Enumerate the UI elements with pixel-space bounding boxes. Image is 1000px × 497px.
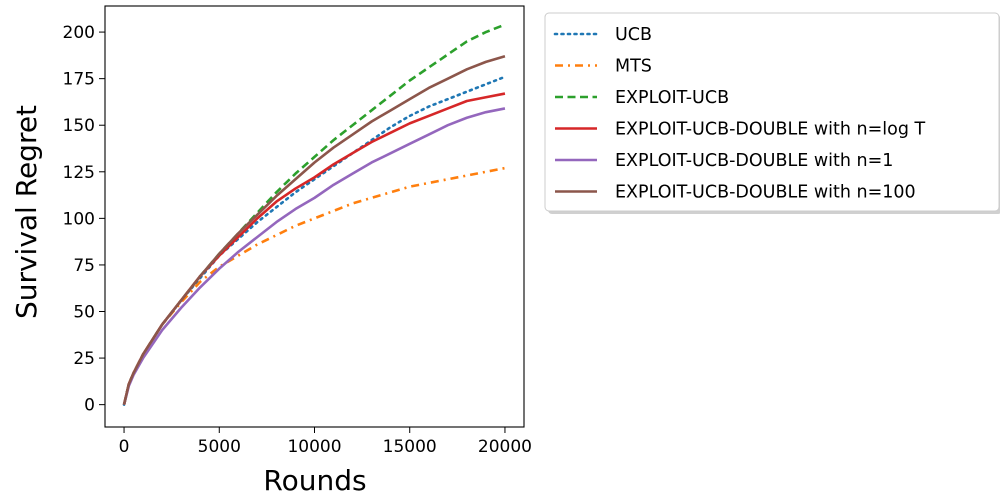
- legend-label: EXPLOIT-UCB: [615, 88, 729, 108]
- series-line-3: [122, 23, 506, 405]
- legend-label: EXPLOIT-UCB-DOUBLE with n=100: [615, 183, 916, 203]
- x-tick-label: 0: [119, 437, 130, 457]
- x-tick-label: 15000: [383, 437, 437, 457]
- y-tick-label: 25: [73, 349, 95, 369]
- series-line-4: [122, 92, 506, 405]
- series-line-2: [122, 166, 506, 405]
- series-line-6: [122, 55, 506, 405]
- x-tick-label: 20000: [478, 437, 532, 457]
- y-axis: 0 25 50 75 100 125 150 175 200: [63, 23, 105, 416]
- legend-label: EXPLOIT-UCB-DOUBLE with n=log T: [615, 120, 926, 140]
- y-tick-label: 50: [73, 303, 95, 323]
- legend-label: UCB: [615, 25, 652, 45]
- y-axis-title: Survival Regret: [10, 105, 43, 319]
- y-tick-label: 175: [63, 70, 95, 90]
- y-tick-label: 150: [63, 116, 95, 136]
- x-axis-title: Rounds: [263, 464, 366, 497]
- y-tick-label: 100: [63, 209, 95, 229]
- x-tick-label: 10000: [287, 437, 341, 457]
- legend-label: MTS: [615, 57, 652, 77]
- y-tick-label: 125: [63, 163, 95, 183]
- series-line-5: [122, 107, 506, 405]
- plot-area: [104, 5, 525, 428]
- y-tick-label: 200: [63, 23, 95, 43]
- legend: UCB MTS EXPLOIT-UCB EXPLOIT-UCB-DOUBLE with…: [544, 12, 1000, 214]
- x-axis: 0 5000 10000 15000 20000: [119, 427, 532, 457]
- legend-box: [544, 12, 1000, 212]
- x-tick-label: 5000: [198, 437, 241, 457]
- plot-frame: [104, 5, 525, 428]
- legend-label: EXPLOIT-UCB-DOUBLE with n=1: [615, 151, 893, 171]
- y-tick-label: 75: [73, 256, 95, 276]
- y-tick-label: 0: [84, 396, 95, 416]
